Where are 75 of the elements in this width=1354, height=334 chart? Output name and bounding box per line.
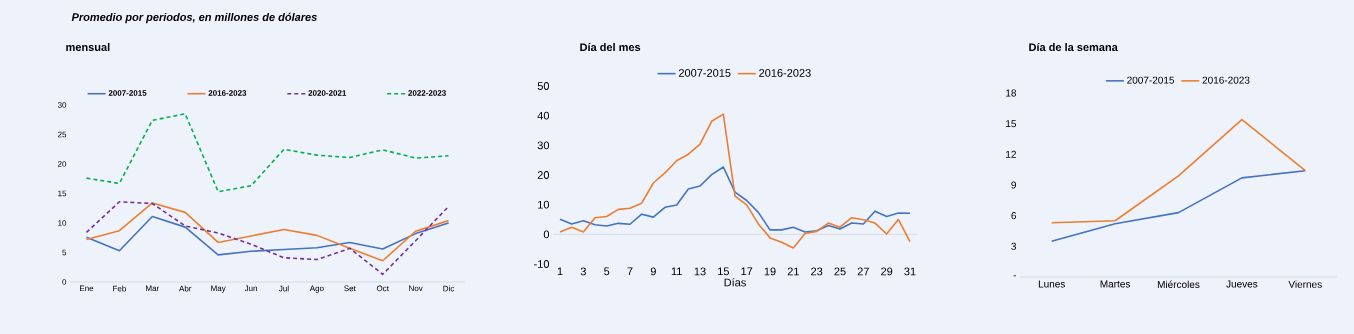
x-tick-label: Jun [244,285,257,292]
x-tick-label: Set [344,285,356,292]
y-tick-label: 5 [62,249,67,256]
x-tick-label: 23 [811,267,823,276]
x-tick-label: 29 [881,267,893,276]
y-tick-label: 15 [1006,120,1017,128]
x-tick-label: 3 [580,267,586,276]
x-tick-label: 25 [834,267,846,276]
x-tick-label: 31 [904,267,916,276]
line-series [559,113,911,249]
y-tick-label: 6 [1011,212,1017,220]
x-tick-label: Martes [1100,280,1131,288]
x-tick-label: 17 [741,267,753,276]
y-tick-label: 25 [58,131,67,138]
x-tick-label: 19 [764,267,776,276]
y-tick-label: 20 [537,171,550,179]
y-tick-label: -10 [534,260,550,268]
x-tick-label: 21 [787,267,799,276]
x-tick-label: 1 [557,267,563,276]
legend-label: 2007-2015 [678,69,731,77]
chart-title: mensual [66,42,110,52]
y-tick-label: 50 [537,82,550,90]
legend-label: 2016-2023 [208,90,247,96]
y-tick-label: 3 [1011,242,1017,250]
line-series [85,200,450,276]
legend-label: 2016-2023 [1202,76,1250,84]
legend-label: 2007-2015 [1127,76,1175,84]
y-tick-label: 20 [58,161,67,167]
x-tick-label: Oct [376,285,389,292]
x-tick-label: 15 [718,267,729,276]
legend-label: 2007-2015 [108,90,147,96]
x-tick-label: Mar [146,285,160,292]
x-tick-label: 5 [604,267,610,276]
line-series [85,113,450,193]
x-tick-label: Jul [278,285,289,292]
x-axis-title: Días [724,278,746,287]
y-tick-label: 15 [58,190,67,197]
x-tick-label: Abr [179,285,192,292]
y-tick-label: 18 [1006,89,1017,97]
line-series [1050,169,1307,243]
x-tick-label: May [211,285,226,293]
x-tick-label: 27 [857,267,869,276]
y-tick-label: 10 [538,200,550,209]
line-series [85,215,450,256]
x-tick-label: Dic [443,285,455,292]
x-tick-label: 11 [671,267,682,276]
line-series [559,166,911,233]
legend-label: 2016-2023 [759,69,811,77]
line-series [1050,118,1307,224]
y-tick-label: 30 [537,141,550,150]
x-tick-label: 7 [627,267,633,276]
x-tick-label: Ene [80,285,94,292]
x-tick-label: Jueves [1226,280,1258,288]
chart-title: Día del mes [580,42,641,52]
y-tick-label: 30 [57,102,67,108]
x-tick-label: Miércoles [1157,280,1200,288]
y-tick-label: 12 [1006,150,1016,158]
x-tick-label: 9 [650,267,656,276]
legend-label: 2020-2021 [308,90,347,96]
x-tick-label: Lunes [1038,280,1065,288]
y-tick-label: 10 [58,220,67,226]
line-series [85,202,450,262]
x-tick-label: Viernes [1288,280,1322,288]
y-tick-label: 40 [537,111,550,120]
y-tick-label: 9 [1011,181,1016,189]
chart-subtitle: Promedio por periodos, en millones de dólares [71,12,317,24]
x-tick-label: Feb [113,285,126,292]
x-tick-label: Nov [409,285,423,292]
y-tick-label: 0 [62,279,67,285]
y-tick-label: 0 [543,230,550,239]
legend-label: 2022-2023 [408,90,446,96]
chart-title: Día de la semana [1029,42,1118,52]
y-tick-label: - [1013,275,1017,277]
x-tick-label: Ago [309,285,324,293]
x-tick-label: 13 [694,267,706,276]
